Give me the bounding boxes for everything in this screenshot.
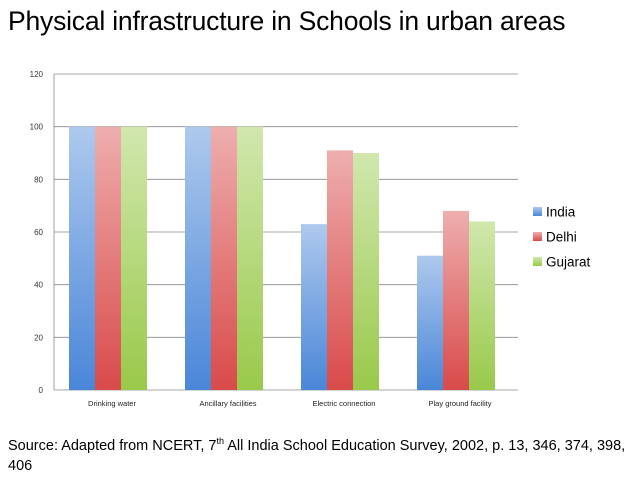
bar-india-1	[69, 126, 95, 391]
source-superscript: th	[216, 436, 224, 447]
y-tick-label: 0	[39, 386, 44, 395]
y-tick-label: 120	[30, 70, 44, 79]
chart-title: Physical infrastructure in Schools in ur…	[8, 6, 566, 36]
bar-india-4	[417, 255, 443, 390]
bars	[69, 126, 495, 391]
bar-delhi-1	[95, 126, 121, 391]
y-tick-label: 60	[34, 228, 43, 237]
bar-chart: 0 20 40 60 80 100 120 Drinking water Ancillary …	[30, 70, 591, 408]
y-tick-label: 40	[34, 281, 43, 290]
x-axis-labels: Drinking water Ancillary facilities Electr…	[88, 399, 492, 408]
y-tick-label: 20	[34, 333, 43, 342]
legend-label-india: India	[546, 205, 576, 220]
source-text-rest: All India School Education Survey, 2002,…	[8, 438, 626, 474]
bar-gujarat-4	[469, 221, 495, 390]
bar-gujarat-3	[353, 153, 379, 390]
bar-india-2	[185, 126, 211, 391]
x-category-label: Drinking water	[88, 399, 136, 408]
source-note: Source: Adapted from NCERT, 7th All Indi…	[8, 436, 630, 476]
y-tick-label: 100	[30, 123, 44, 132]
x-category-label: Play ground facility	[429, 399, 492, 408]
legend-label-delhi: Delhi	[546, 230, 577, 245]
legend-label-gujarat: Gujarat	[546, 255, 591, 270]
legend-swatch-gujarat	[533, 257, 542, 266]
x-category-label: Ancillary facilities	[199, 399, 256, 408]
x-category-label: Electric connection	[313, 399, 376, 408]
bar-india-3	[301, 224, 327, 390]
y-tick-label: 80	[34, 175, 43, 184]
bar-delhi-4	[443, 210, 469, 390]
legend-swatch-india	[533, 207, 542, 216]
source-text: Source: Adapted from NCERT, 7	[8, 438, 217, 454]
legend: India Delhi Gujarat	[533, 205, 591, 270]
legend-swatch-delhi	[533, 232, 542, 241]
bar-gujarat-2	[237, 126, 263, 391]
bar-delhi-2	[211, 126, 237, 391]
bar-delhi-3	[327, 150, 353, 390]
y-axis-ticks: 0 20 40 60 80 100 120	[30, 70, 44, 395]
bar-gujarat-1	[121, 126, 147, 391]
